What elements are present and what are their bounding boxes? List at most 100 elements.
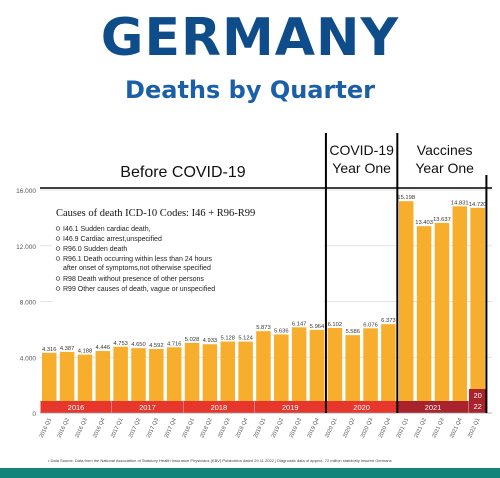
year-band <box>111 401 183 413</box>
data-label: 4.446 <box>96 345 111 351</box>
bar <box>363 328 378 413</box>
bar <box>77 354 93 413</box>
x-tick-label: 2021 Q3 <box>431 417 445 439</box>
period-label: COVID-19 Year One <box>329 142 394 176</box>
bar <box>291 327 307 413</box>
annotation-item: R98 Death without presence of other pers… <box>63 276 204 283</box>
annotation-item: R99 Other causes of death, vague or unsp… <box>63 286 215 293</box>
data-label: 15.198 <box>397 195 415 201</box>
bullet-icon <box>55 236 61 241</box>
bar <box>381 324 396 413</box>
x-tick-label: 2016 Q1 <box>39 417 53 439</box>
y-tick-label: 8.000 <box>20 300 37 307</box>
x-tick-label: 2020 Q2 <box>342 417 356 439</box>
year-band <box>468 401 487 413</box>
data-label: 5.586 <box>345 329 360 335</box>
bar <box>59 351 75 413</box>
bar <box>327 327 343 413</box>
x-tick-label: 2020 Q1 <box>324 417 338 439</box>
data-label: 14.720 <box>469 202 487 208</box>
period-label: Before COVID-19 <box>120 164 245 181</box>
year-band-label: 2021 <box>425 403 442 412</box>
data-label: 4.933 <box>203 338 218 344</box>
annotation-item: R96.0 Sudden death <box>63 246 127 253</box>
x-tick-label: 2017 Q1 <box>110 417 124 439</box>
bar <box>166 347 182 413</box>
data-label: 5.028 <box>185 337 200 343</box>
bar <box>95 351 111 413</box>
data-label: 5.873 <box>256 325 271 331</box>
bar <box>42 352 57 413</box>
source-note: • Data Source: Data from the National As… <box>48 458 392 463</box>
x-tick-label: 2020 Q3 <box>360 417 374 439</box>
bar <box>345 335 360 413</box>
bar <box>202 344 218 413</box>
annotation-heading: Causes of death ICD-10 Codes: I46 + R96-… <box>56 208 255 219</box>
year-band <box>468 389 487 401</box>
x-tick-label: 2019 Q2 <box>271 417 285 439</box>
x-tick-label: 2016 Q4 <box>92 417 106 439</box>
x-tick-label: 2019 Q3 <box>289 417 303 439</box>
data-label: 4.316 <box>42 347 57 353</box>
y-tick-label: 4.000 <box>20 355 37 362</box>
annotation-item: R96.1 Death occurring within less than 2… <box>63 256 213 272</box>
year-band <box>326 401 398 413</box>
x-tick-label: 2019 Q1 <box>253 417 267 439</box>
footer-bar <box>0 468 500 478</box>
y-tick-label: 12.000 <box>16 244 36 251</box>
x-tick-label: 2018 Q4 <box>235 417 249 439</box>
data-label: 4.650 <box>131 342 146 348</box>
y-tick-label: 0 <box>32 411 36 418</box>
bullet-icon <box>55 276 61 281</box>
annotation-item: I46.1 Sudden cardiac death, <box>63 226 151 233</box>
bar <box>238 341 253 413</box>
bar <box>274 334 289 413</box>
year-band <box>40 401 112 413</box>
y-tick-label: 16.000 <box>16 188 36 195</box>
data-label: 4.387 <box>60 346 75 352</box>
x-tick-label: 2018 Q3 <box>217 417 231 439</box>
year-band-label: 20 22 <box>473 391 481 411</box>
bullet-icon <box>55 226 61 231</box>
x-tick-label: 2019 Q4 <box>306 417 320 439</box>
data-label: 6.147 <box>292 321 307 327</box>
data-label: 5.636 <box>274 328 289 334</box>
x-tick-label: 2021 Q1 <box>396 417 410 439</box>
bar <box>256 331 271 413</box>
period-label: Vaccines Year One <box>415 142 474 176</box>
page-subtitle: Deaths by Quarter <box>125 76 375 104</box>
x-tick-label: 2018 Q2 <box>199 417 213 439</box>
data-label: 6.102 <box>328 322 343 328</box>
bar <box>434 222 450 413</box>
bar <box>399 201 414 413</box>
data-label: 4.592 <box>149 343 164 349</box>
year-band <box>397 401 469 413</box>
data-label: 14.831 <box>451 200 469 206</box>
year-band-label: 2017 <box>139 403 156 412</box>
bar <box>416 226 432 413</box>
x-tick-label: 2017 Q3 <box>146 417 160 439</box>
bar <box>113 346 128 413</box>
data-label: 6.373 <box>381 318 396 324</box>
data-label: 5.964 <box>310 324 325 330</box>
bar <box>184 342 200 413</box>
bullet-icon <box>55 246 61 251</box>
bar <box>149 348 164 413</box>
data-label: 5.124 <box>238 336 253 342</box>
x-tick-label: 2017 Q4 <box>164 417 178 439</box>
bar <box>309 329 325 413</box>
x-tick-label: 2021 Q2 <box>414 417 428 439</box>
x-tick-label: 2016 Q2 <box>57 417 71 439</box>
data-label: 13.403 <box>415 220 433 226</box>
x-tick-label: 2018 Q1 <box>182 417 196 439</box>
x-tick-label: 2022 Q1 <box>467 417 481 439</box>
data-label: 4.753 <box>113 341 128 347</box>
year-band-label: 2018 <box>210 403 227 412</box>
x-tick-label: 2020 Q4 <box>378 417 392 439</box>
year-band-label: 2019 <box>282 403 299 412</box>
year-band-label: 2020 <box>353 403 370 412</box>
annotation-box <box>52 202 324 308</box>
data-label: 4.716 <box>167 341 182 347</box>
x-tick-label: 2016 Q3 <box>74 417 88 439</box>
